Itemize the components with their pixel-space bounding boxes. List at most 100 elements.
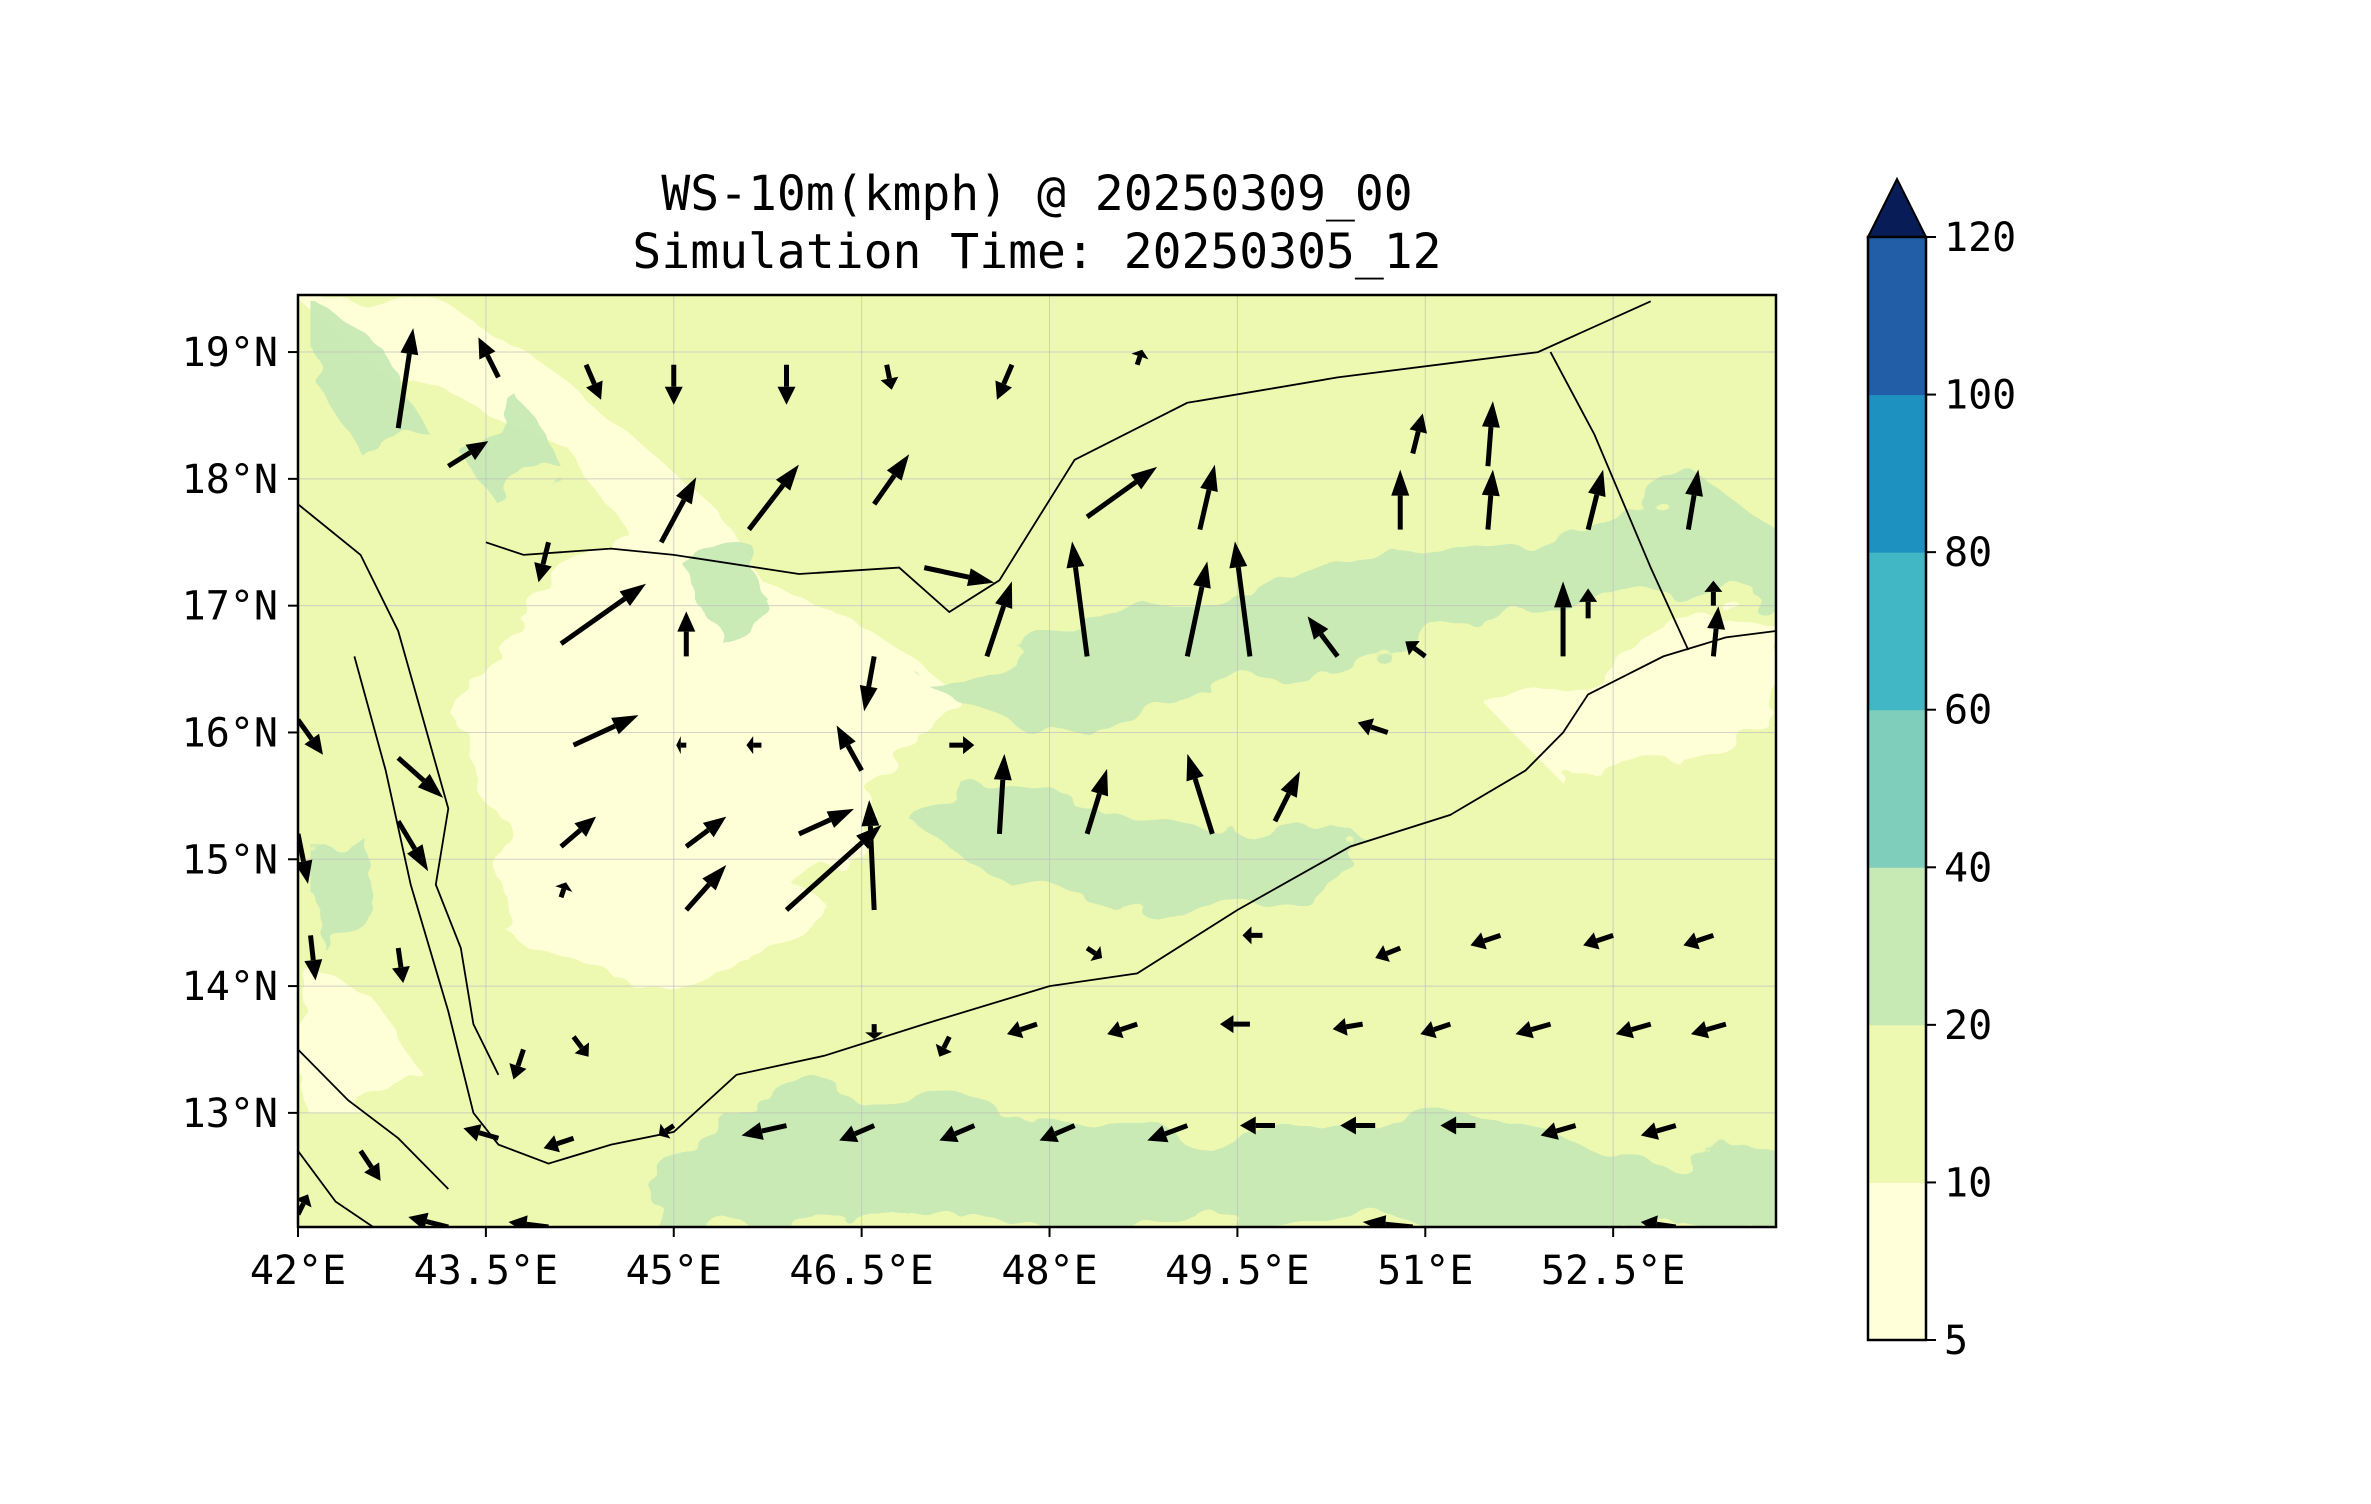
arrow-shaft <box>984 605 1007 658</box>
field-low-region <box>1475 605 1776 784</box>
wind-arrow <box>1242 926 1263 945</box>
arrow-head <box>702 816 727 838</box>
wind-arrow <box>658 1123 676 1139</box>
arrow-shaft <box>1054 1123 1076 1137</box>
arrow-shaft <box>446 450 472 469</box>
wind-arrow <box>1307 616 1340 658</box>
arrow-head <box>417 773 444 798</box>
arrow-shaft <box>478 1130 500 1141</box>
arrow-head <box>1375 945 1390 962</box>
wind-arrow <box>572 715 639 748</box>
wind-arrow <box>1357 718 1389 736</box>
wind-arrow <box>1515 1020 1552 1039</box>
arrow-head <box>400 328 419 356</box>
wind-arrow <box>1184 561 1211 657</box>
arrow-shaft <box>1192 777 1215 835</box>
arrow-head <box>543 1135 560 1153</box>
arrow-shaft <box>1412 646 1427 659</box>
arrow-head <box>1107 1021 1124 1039</box>
wind-arrow <box>684 816 727 849</box>
wind-arrow <box>993 753 1012 835</box>
arrow-shaft <box>556 1135 575 1147</box>
wind-arrow <box>509 1048 527 1080</box>
arrow-shaft <box>1530 1021 1552 1033</box>
x-tick-label: 52.5°E <box>1541 1248 1686 1294</box>
arrow-head <box>775 464 799 491</box>
colorbar-segment <box>1868 394 1926 553</box>
wind-arrow <box>1239 1116 1275 1135</box>
x-tick-label: 43.5°E <box>414 1248 559 1294</box>
field-mid-region <box>310 301 424 454</box>
arrow-head <box>746 736 754 755</box>
wind-arrow <box>1707 606 1726 657</box>
arrow-head <box>1007 1021 1024 1039</box>
arrow-head <box>861 799 880 827</box>
wind-arrow <box>865 1024 884 1040</box>
arrow-head <box>963 736 975 755</box>
arrow-shaft <box>358 1149 374 1169</box>
wind-arrow <box>949 736 975 755</box>
arrow-shaft <box>298 718 314 741</box>
y-tick-label: 17°N <box>182 584 278 630</box>
arrow-head <box>1481 401 1500 428</box>
wind-arrow <box>358 1149 381 1181</box>
wind-vectors <box>298 328 1727 1227</box>
arrow-head <box>1391 469 1410 496</box>
arrow-shaft <box>684 828 710 849</box>
arrow-shaft <box>1433 1021 1452 1032</box>
arrow-shaft <box>659 498 687 544</box>
arrow-shaft <box>1555 1123 1577 1134</box>
wind-arrow <box>1409 413 1427 455</box>
wind-arrow <box>1332 1017 1364 1036</box>
arrow-shaft <box>559 828 582 849</box>
arrow-shaft <box>1272 792 1291 823</box>
wind-arrow <box>1615 1020 1652 1039</box>
arrow-head <box>509 1063 527 1080</box>
wind-arrow <box>543 1135 575 1153</box>
y-tick-label: 13°N <box>182 1091 278 1137</box>
arrow-head <box>935 1043 952 1057</box>
arrow-shaft <box>941 1035 952 1049</box>
arrow-shaft <box>684 882 711 912</box>
arrow-shaft <box>1084 793 1102 835</box>
field-low-region <box>298 295 962 987</box>
wind-arrow <box>1147 1123 1189 1143</box>
arrow-head <box>1332 1017 1348 1036</box>
coastlines-borders <box>298 300 1776 1227</box>
wind-arrow <box>1440 1116 1476 1135</box>
wind-arrow <box>1690 1020 1727 1039</box>
colorbar-extend-arrow <box>1866 176 1928 238</box>
arrow-head <box>1683 932 1700 950</box>
arrow-head <box>1090 946 1103 962</box>
arrow-head <box>1242 926 1252 945</box>
wind-arrow <box>396 819 429 872</box>
map-title: WS-10m(kmph) @ 20250309_00 <box>661 166 1413 222</box>
wind-arrow <box>1554 581 1573 657</box>
field-mid-region <box>310 833 374 948</box>
arrow-shaft <box>746 483 786 532</box>
arrow-head <box>826 808 855 828</box>
wind-arrow <box>1085 466 1158 519</box>
wind-arrow <box>1131 349 1149 366</box>
arrow-head <box>1200 464 1218 492</box>
wind-arrow <box>677 611 696 657</box>
wind-arrow <box>939 1123 976 1143</box>
arrow-head <box>364 1162 381 1181</box>
arrow-shaft <box>396 819 417 851</box>
arrow-shaft <box>923 565 970 580</box>
x-tick-label: 49.5°E <box>1165 1248 1310 1294</box>
colorbar-label: 120 <box>1944 215 2016 261</box>
colorbar: 5 10 20 40 60 80 100 120 <box>1866 176 2016 1364</box>
wind-arrow <box>463 1124 500 1142</box>
wind-arrow <box>1375 945 1402 962</box>
arrow-head <box>1707 606 1726 630</box>
colorbar-label: 5 <box>1944 1318 1968 1364</box>
wind-arrow <box>1585 469 1606 531</box>
wind-arrow <box>859 655 878 712</box>
arrow-head <box>1615 1020 1634 1039</box>
field-low-region <box>298 960 411 1113</box>
arrow-head <box>478 337 496 360</box>
colorbar-label: 40 <box>1944 845 1992 891</box>
wind-arrow <box>1197 464 1218 531</box>
arrow-head <box>995 581 1013 609</box>
